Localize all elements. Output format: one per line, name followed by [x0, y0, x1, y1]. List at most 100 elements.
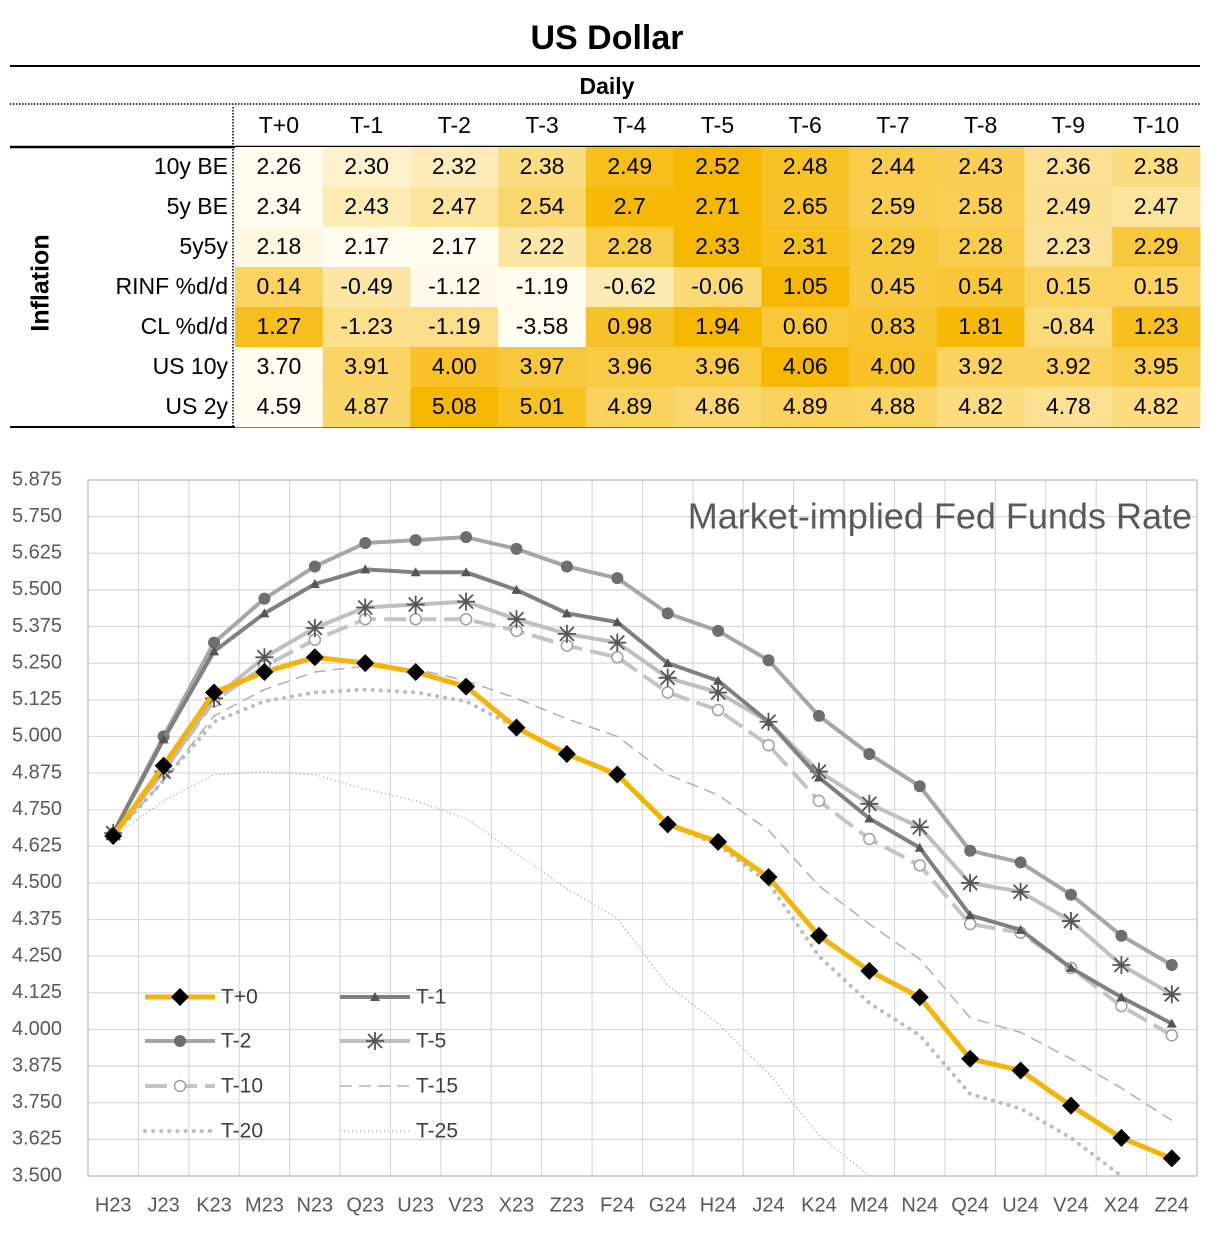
- x-tick-label: H24: [700, 1194, 737, 1216]
- row-label: CL %d/d: [141, 313, 228, 339]
- cell-bg: [410, 347, 499, 388]
- marker: [863, 748, 876, 761]
- y-tick-label: 4.750: [12, 798, 62, 820]
- legend-label: T+0: [221, 986, 258, 1009]
- marker: [1166, 1018, 1177, 1028]
- cell-bg: [761, 267, 850, 308]
- marker: [662, 658, 673, 668]
- marker: [963, 917, 977, 931]
- cell-bg: [498, 267, 587, 308]
- x-tick-label: G24: [649, 1194, 687, 1216]
- series-line: [111, 599, 1173, 997]
- cell-bg: [761, 347, 850, 388]
- cell-bg: [410, 307, 499, 348]
- cell-value: 3.95: [1134, 353, 1179, 379]
- legend-label: T-20: [221, 1120, 263, 1143]
- marker: [964, 844, 977, 857]
- cell-bg: [322, 307, 411, 348]
- cell-bg: [498, 147, 587, 188]
- cell-bg: [498, 387, 587, 428]
- cell-value: 4.89: [607, 393, 652, 419]
- cell-bg: [1112, 227, 1201, 268]
- marker: [809, 762, 828, 781]
- cell-bg: [936, 147, 1026, 188]
- cell-bg: [936, 227, 1026, 268]
- cell-bg: [1112, 187, 1201, 228]
- y-tick-label: 3.625: [12, 1128, 62, 1150]
- cell-value: 4.82: [958, 393, 1003, 419]
- column-header: T-6: [789, 112, 822, 138]
- cell-bg: [498, 347, 587, 388]
- cell-value: 2.32: [432, 153, 477, 179]
- marker: [255, 662, 274, 681]
- marker: [711, 703, 725, 717]
- marker: [1061, 912, 1080, 931]
- column-header: T-4: [613, 112, 646, 138]
- cell-value: 2.23: [1046, 233, 1091, 259]
- y-tick-label: 5.375: [12, 615, 62, 637]
- cell-bg: [235, 387, 324, 428]
- cell-bg: [410, 227, 499, 268]
- x-tick-label: Z23: [550, 1194, 584, 1216]
- cell-value: 0.60: [783, 313, 828, 339]
- marker: [961, 873, 980, 892]
- y-tick-label: 4.875: [12, 761, 62, 783]
- cell-bg: [849, 227, 938, 268]
- marker: [1115, 999, 1128, 1013]
- marker: [913, 780, 926, 793]
- x-tick-label: U24: [1002, 1194, 1039, 1216]
- series-line: [111, 654, 1173, 1161]
- y-tick-label: 4.375: [12, 908, 62, 930]
- y-tick-label: 4.625: [12, 835, 62, 857]
- cell-bg: [1024, 307, 1113, 348]
- x-tick-label: K24: [801, 1194, 837, 1216]
- y-tick-label: 3.500: [12, 1164, 62, 1186]
- cell-bg: [936, 267, 1026, 308]
- cell-bg: [1112, 387, 1201, 428]
- legend-label: T-10: [221, 1075, 263, 1098]
- row-label: 5y BE: [167, 193, 228, 219]
- cell-bg: [1024, 227, 1113, 268]
- cell-bg: [235, 227, 324, 268]
- cell-value: 4.87: [344, 393, 389, 419]
- cell-value: 2.58: [958, 193, 1003, 219]
- marker: [104, 827, 123, 846]
- x-tick-label: M23: [245, 1194, 284, 1216]
- marker: [258, 592, 271, 605]
- marker: [611, 651, 624, 664]
- marker: [713, 675, 724, 685]
- x-tick-label: F24: [600, 1194, 634, 1216]
- cell-bg: [761, 307, 850, 348]
- cell-bg: [322, 227, 411, 268]
- cell-bg: [849, 267, 938, 308]
- cell-value: -0.06: [691, 273, 743, 299]
- cell-bg: [849, 307, 938, 348]
- cell-bg: [322, 347, 411, 388]
- cell-value: 2.36: [1046, 153, 1091, 179]
- cell-value: 4.88: [871, 393, 916, 419]
- marker: [864, 813, 875, 823]
- y-tick-label: 4.000: [12, 1018, 62, 1040]
- legend-label: T-25: [416, 1120, 458, 1143]
- cell-value: 2.71: [695, 193, 740, 219]
- cell-bg: [673, 227, 762, 268]
- cell-value: 2.31: [783, 233, 828, 259]
- cell-value: 2.17: [432, 233, 477, 259]
- cell-bg: [936, 187, 1026, 228]
- cell-value: -1.12: [428, 273, 480, 299]
- cell-value: 2.43: [344, 193, 389, 219]
- marker: [406, 595, 425, 614]
- cell-bg: [585, 387, 675, 428]
- cell-value: 2.48: [783, 153, 828, 179]
- row-label: 10y BE: [154, 153, 228, 179]
- cell-value: 1.27: [256, 313, 301, 339]
- cell-value: 2.7: [614, 193, 646, 219]
- cell-bg: [849, 147, 938, 188]
- cell-value: -0.84: [1042, 313, 1095, 339]
- x-tick-label: X23: [499, 1194, 535, 1216]
- x-tick-label: N23: [296, 1194, 333, 1216]
- cell-value: 1.94: [695, 313, 740, 339]
- cell-bg: [410, 387, 499, 428]
- cell-bg: [410, 187, 499, 228]
- row-label: US 2y: [165, 393, 228, 419]
